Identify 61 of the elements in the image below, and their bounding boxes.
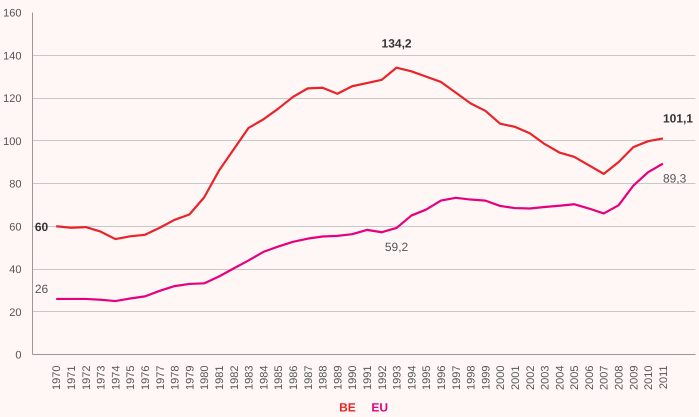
x-tick-label: 1981 xyxy=(214,365,226,390)
x-tick-label: 2002 xyxy=(524,365,537,390)
x-tick-label: 1995 xyxy=(421,365,434,390)
x-tick-label: 1972 xyxy=(80,365,93,390)
x-tick-label: 1978 xyxy=(170,365,182,390)
x-tick-label: 1989 xyxy=(332,365,344,390)
y-tick-label: 60 xyxy=(9,221,22,234)
data-label: 89,3 xyxy=(662,172,687,186)
x-tick-label: 1970 xyxy=(51,365,64,390)
x-tick-label: 1983 xyxy=(244,365,256,390)
x-tick-label: 1991 xyxy=(362,365,374,390)
x-tick-label: 1993 xyxy=(392,365,404,390)
x-tick-label: 2001 xyxy=(510,365,522,390)
y-tick-label: 140 xyxy=(3,50,22,62)
data-label: 60 xyxy=(34,220,49,234)
x-tick-label: 2006 xyxy=(584,365,596,390)
x-tick-label: 1997 xyxy=(450,365,463,390)
x-tick-label: 1973 xyxy=(96,365,108,390)
x-tick-label: 1982 xyxy=(228,365,241,390)
x-tick-label: 1971 xyxy=(66,365,78,390)
y-tick-label: 80 xyxy=(9,178,22,190)
data-label: 26 xyxy=(34,282,49,296)
x-tick-label: 2008 xyxy=(614,365,626,390)
x-tick-label: 2005 xyxy=(569,365,582,390)
y-tick-label: 120 xyxy=(3,93,22,105)
x-tick-label: 2000 xyxy=(495,365,508,390)
text: BE xyxy=(339,400,356,414)
x-tick-label: 2004 xyxy=(554,365,566,390)
data-label: 101,1 xyxy=(662,111,694,126)
line-series xyxy=(55,162,664,302)
x-tick-label: 1985 xyxy=(273,365,286,390)
x-tick-label: 1998 xyxy=(466,365,478,390)
text: EU xyxy=(371,400,388,414)
x-tick-label: 2007 xyxy=(598,365,611,390)
x-tick-label: 1980 xyxy=(199,365,212,390)
x-tick-label: 1977 xyxy=(154,365,167,390)
line-series xyxy=(55,66,664,240)
x-tick-label: 1992 xyxy=(376,365,389,390)
x-tick-label: 1979 xyxy=(184,365,196,390)
x-tick-label: 1987 xyxy=(302,365,315,390)
x-tick-label: 1988 xyxy=(318,365,330,390)
x-tick-label: 2010 xyxy=(643,365,656,390)
data-label: 134,2 xyxy=(382,36,412,51)
x-tick-label: 2009 xyxy=(628,365,640,390)
x-tick-label: 1986 xyxy=(288,365,300,390)
y-tick-label: 160 xyxy=(3,8,22,20)
y-tick-label: 100 xyxy=(3,136,22,148)
x-tick-label: 1975 xyxy=(125,365,138,390)
y-tick-label: 0 xyxy=(15,350,22,362)
x-tick-label: 2011 xyxy=(658,366,670,390)
data-label: 59,2 xyxy=(384,240,409,254)
x-tick-label: 1996 xyxy=(436,365,448,390)
x-tick-label: 1974 xyxy=(110,365,122,390)
x-tick-label: 1994 xyxy=(406,365,418,390)
x-tick-label: 1984 xyxy=(258,365,270,390)
x-tick-label: 1976 xyxy=(140,365,152,390)
y-tick-label: 40 xyxy=(9,264,22,276)
x-tick-label: 1999 xyxy=(480,365,492,390)
x-tick-label: 2003 xyxy=(540,365,552,390)
y-tick-label: 20 xyxy=(9,306,22,319)
x-tick-label: 1990 xyxy=(347,365,360,390)
